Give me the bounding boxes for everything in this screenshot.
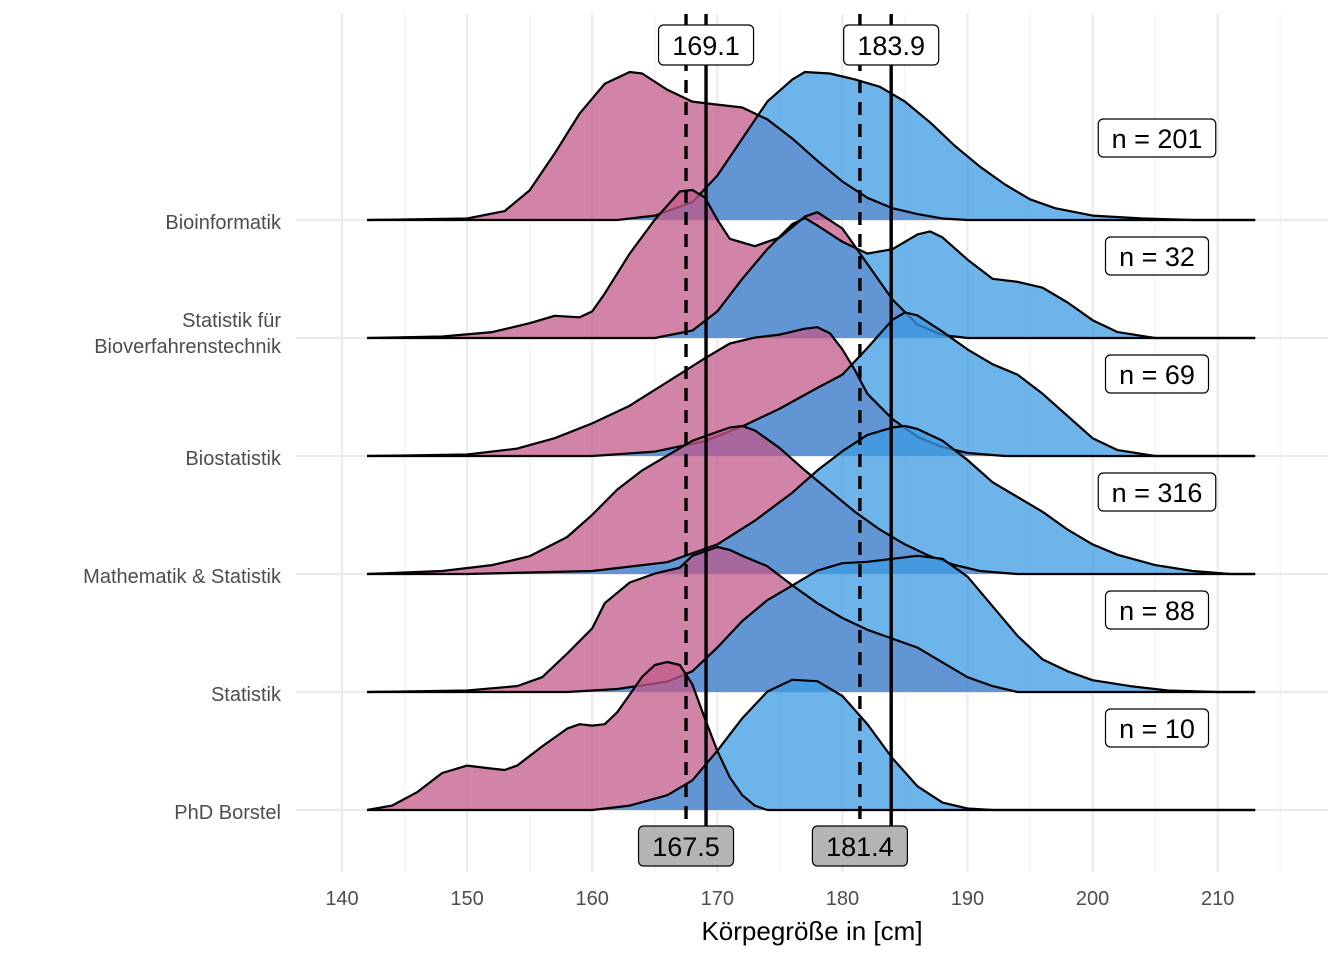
y-label-1: Statistik für Bioverfahrenstechnik: [94, 310, 282, 358]
y-label-3: Mathematik & Statistik: [83, 566, 282, 588]
female-density-fill: [367, 662, 1256, 810]
reference-label-box: [637, 825, 735, 867]
reference-lines: 169.1 183.9 167.5 181.4: [637, 14, 940, 867]
x-axis-ticks: 140 150 160 170 180 190 200 210: [325, 888, 1234, 910]
n-label-text: n = 69: [1119, 360, 1195, 390]
x-tick-label: 180: [826, 888, 859, 910]
n-label-3: n = 316: [1097, 472, 1217, 512]
reference-label-text: 183.9: [857, 31, 925, 61]
male-density-outline: [367, 70, 1256, 222]
reference-label-top: 183.9: [843, 24, 940, 66]
x-tick-label: 210: [1201, 888, 1234, 910]
n-label-4: n = 88: [1104, 590, 1210, 630]
n-label-box: [1097, 472, 1217, 512]
reference-label-box: [843, 24, 940, 66]
n-label-0: n = 201: [1097, 118, 1217, 158]
male-density-outline: [367, 217, 1256, 340]
male-density-fill: [367, 555, 1256, 692]
n-label-2: n = 69: [1104, 354, 1210, 394]
female-density-outline: [366, 545, 1256, 694]
n-label-5: n = 10: [1104, 708, 1210, 748]
x-tick-label: 140: [325, 888, 358, 910]
n-label-box: [1097, 118, 1217, 158]
male-density-fill: [367, 72, 1256, 220]
n-labels: n = 201 n = 32 n = 69 n = 316 n = 88 n = 10: [1097, 118, 1217, 748]
x-tick-label: 190: [951, 888, 984, 910]
x-axis-title: Körpegröße in [cm]: [701, 916, 922, 946]
female-density-outline: [366, 70, 1256, 222]
n-label-text: n = 32: [1119, 242, 1195, 272]
female-density-outline: [366, 660, 1256, 812]
reference-label-box: [657, 24, 755, 66]
reference-label-bottom: 167.5: [637, 825, 735, 867]
y-label-2: Biostatistik: [185, 448, 282, 470]
male-density-fill: [367, 312, 1256, 456]
female-density-outline: [366, 188, 1256, 340]
female-density-fill: [367, 72, 1256, 220]
reference-label-text: 167.5: [652, 832, 720, 862]
n-label-box: [1104, 236, 1210, 276]
n-label-text: n = 88: [1119, 596, 1195, 626]
male-density-outline: [367, 678, 1256, 812]
reference-label-text: 169.1: [672, 31, 740, 61]
n-label-box: [1104, 590, 1210, 630]
male-density-fill: [367, 426, 1256, 574]
x-tick-label: 150: [450, 888, 483, 910]
reference-label-top: 169.1: [657, 24, 755, 66]
ridge-5: [366, 660, 1256, 812]
male-density-fill: [367, 679, 1256, 810]
y-label-0: Bioinformatik: [165, 212, 282, 234]
n-label-1: n = 32: [1104, 236, 1210, 276]
ridge-1: [366, 188, 1256, 340]
ridge-0: [366, 70, 1256, 222]
x-tick-label: 160: [576, 888, 609, 910]
y-label-4: Statistik: [211, 684, 282, 706]
n-label-box: [1104, 708, 1210, 748]
male-density-outline: [367, 424, 1256, 576]
ridges: [366, 70, 1256, 812]
y-axis-labels: Bioinformatik Statistik für Bioverfahrenst…: [83, 212, 282, 824]
y-label-5: PhD Borstel: [174, 802, 281, 824]
n-label-text: n = 316: [1112, 478, 1203, 508]
x-tick-label: 200: [1076, 888, 1109, 910]
x-tick-label: 170: [701, 888, 734, 910]
n-label-text: n = 10: [1119, 714, 1195, 744]
reference-label-text: 181.4: [826, 832, 894, 862]
n-label-box: [1104, 354, 1210, 394]
n-label-text: n = 201: [1112, 124, 1203, 154]
male-density-fill: [367, 218, 1256, 338]
reference-label-bottom: 181.4: [811, 825, 909, 867]
reference-label-box: [811, 825, 909, 867]
